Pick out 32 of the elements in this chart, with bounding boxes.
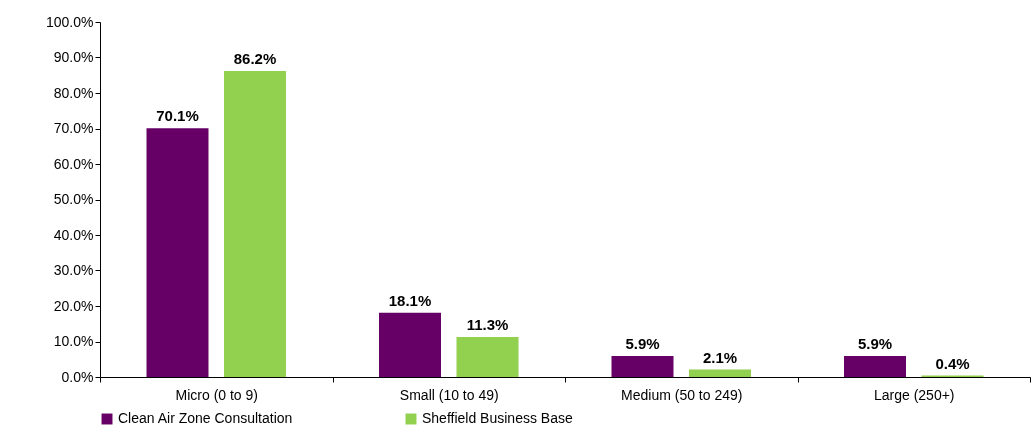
y-tick-label: 20.0% bbox=[53, 297, 94, 314]
data-label: 5.9% bbox=[857, 335, 893, 353]
y-tick-label: 40.0% bbox=[53, 226, 94, 243]
data-label: 5.9% bbox=[625, 335, 660, 353]
y-tick-label: 70.0% bbox=[53, 120, 94, 136]
data-label: 0.4% bbox=[935, 354, 970, 372]
x-tick-label: Small (10 to 49) bbox=[399, 386, 499, 403]
data-label: 11.3% bbox=[466, 315, 509, 333]
y-tick-label: 60.0% bbox=[53, 155, 94, 172]
y-tick-label: 100.0% bbox=[46, 13, 94, 30]
y-tick-label: 90.0% bbox=[53, 49, 94, 65]
y-tick-label: 0.0% bbox=[61, 368, 94, 385]
bar bbox=[611, 356, 674, 377]
bar bbox=[146, 128, 209, 377]
data-label: 18.1% bbox=[388, 291, 432, 309]
bar bbox=[844, 356, 906, 377]
bar bbox=[456, 336, 519, 377]
y-tick-label: 80.0% bbox=[53, 84, 94, 101]
bar bbox=[379, 312, 441, 377]
data-label: 86.2% bbox=[233, 49, 277, 67]
x-tick-label: Medium (50 to 249) bbox=[621, 386, 743, 403]
legend-label: Clean Air Zone Consultation bbox=[118, 410, 293, 426]
data-label: 2.1% bbox=[702, 348, 738, 366]
y-tick-label: 30.0% bbox=[53, 262, 94, 278]
y-tick-label: 10.0% bbox=[53, 333, 94, 349]
bar bbox=[689, 369, 751, 377]
y-tick-label: 50.0% bbox=[53, 191, 94, 207]
data-label: 70.1% bbox=[156, 107, 199, 125]
legend-label: Sheffield Business Base bbox=[422, 410, 573, 426]
bar bbox=[224, 70, 286, 377]
x-tick-label: Micro (0 to 9) bbox=[175, 386, 258, 403]
x-tick-label: Large (250+) bbox=[873, 386, 955, 403]
